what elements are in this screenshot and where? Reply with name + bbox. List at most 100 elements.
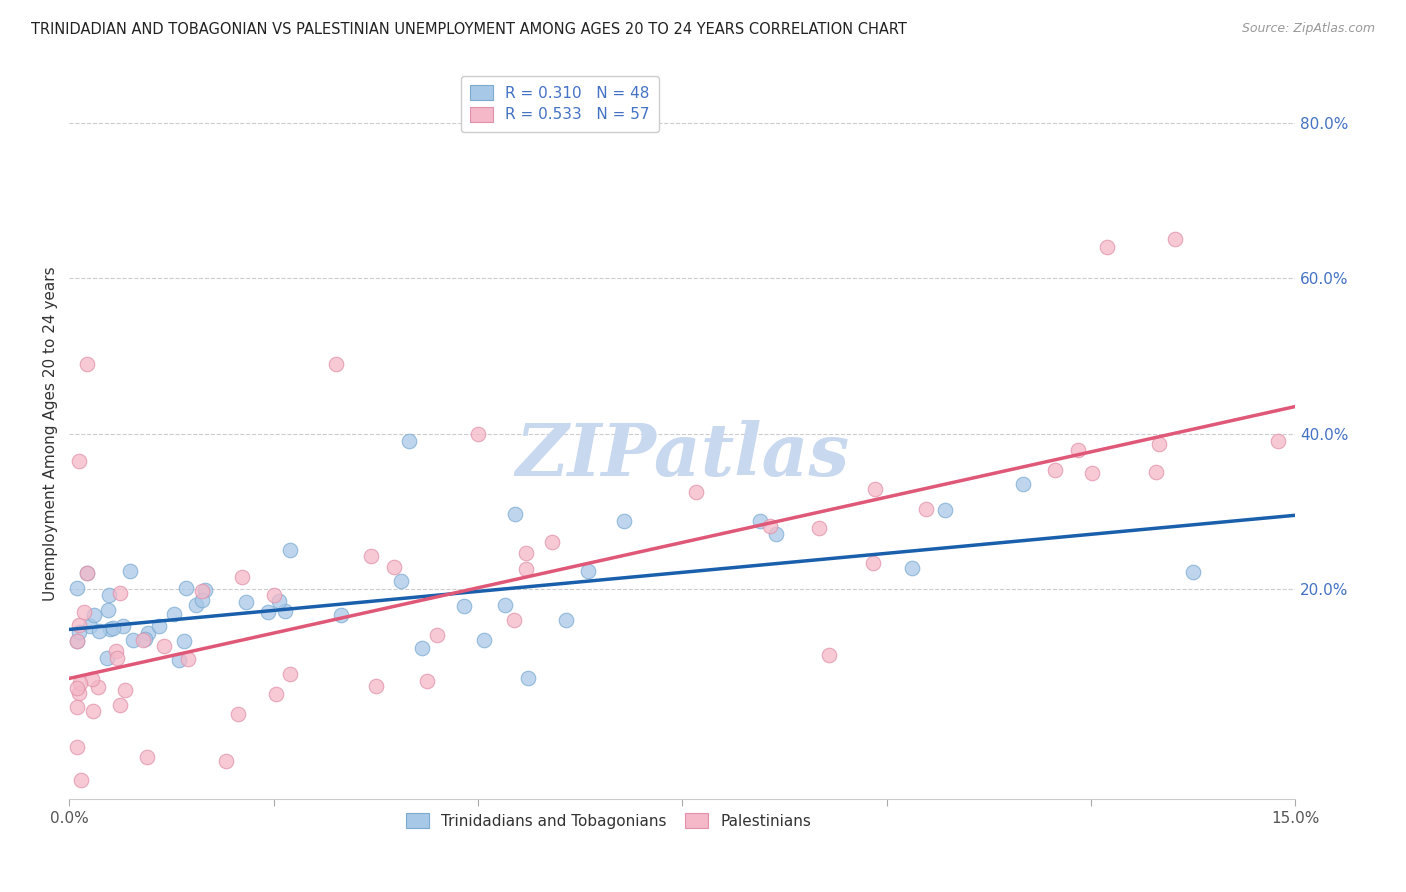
Point — [554, 613, 576, 627]
Point — [366, 679, 388, 693]
Point — [215, 754, 238, 768]
Point — [1043, 463, 1066, 477]
Point — [807, 521, 830, 535]
Point — [162, 607, 184, 621]
Point — [111, 619, 134, 633]
Point — [110, 698, 132, 713]
Point — [153, 640, 176, 654]
Point — [263, 588, 285, 602]
Point — [148, 619, 170, 633]
Point — [1267, 434, 1289, 449]
Legend: Trinidadians and Tobagonians, Palestinians: Trinidadians and Tobagonians, Palestinia… — [401, 807, 817, 835]
Point — [66, 634, 89, 648]
Point — [76, 566, 98, 580]
Point — [167, 653, 190, 667]
Point — [503, 507, 526, 521]
Point — [191, 592, 214, 607]
Point — [174, 582, 197, 596]
Y-axis label: Unemployment Among Ages 20 to 24 years: Unemployment Among Ages 20 to 24 years — [44, 267, 58, 601]
Point — [97, 603, 120, 617]
Point — [67, 685, 90, 699]
Point — [98, 588, 121, 602]
Point — [914, 502, 936, 516]
Point — [96, 651, 118, 665]
Point — [818, 648, 841, 663]
Point — [76, 566, 98, 580]
Point — [134, 632, 156, 646]
Point — [517, 671, 540, 685]
Point — [934, 502, 956, 516]
Point — [66, 739, 89, 754]
Point — [173, 633, 195, 648]
Point — [190, 584, 212, 599]
Point — [231, 570, 253, 584]
Point — [82, 704, 104, 718]
Point — [416, 673, 439, 688]
Text: ZIPatlas: ZIPatlas — [515, 420, 849, 491]
Point — [69, 676, 91, 690]
Point — [122, 632, 145, 647]
Point — [901, 561, 924, 575]
Point — [862, 556, 884, 570]
Point — [1080, 466, 1102, 480]
Point — [105, 650, 128, 665]
Point — [138, 625, 160, 640]
Point — [101, 621, 124, 635]
Point — [613, 514, 636, 528]
Point — [278, 543, 301, 558]
Point — [79, 618, 101, 632]
Point — [382, 559, 405, 574]
Point — [758, 518, 780, 533]
Point — [108, 586, 131, 600]
Point — [67, 624, 90, 639]
Point — [186, 599, 208, 613]
Point — [104, 643, 127, 657]
Text: Source: ZipAtlas.com: Source: ZipAtlas.com — [1241, 22, 1375, 36]
Point — [325, 357, 347, 371]
Point — [269, 594, 291, 608]
Point — [494, 599, 516, 613]
Point — [411, 640, 433, 655]
Point — [66, 634, 89, 648]
Point — [541, 535, 564, 549]
Point — [360, 549, 382, 563]
Point — [98, 622, 121, 636]
Point — [274, 604, 297, 618]
Point — [235, 595, 257, 609]
Point — [194, 582, 217, 597]
Point — [515, 546, 537, 560]
Point — [83, 608, 105, 623]
Point — [398, 434, 420, 449]
Point — [685, 484, 707, 499]
Point — [1147, 437, 1170, 451]
Point — [69, 773, 91, 788]
Point — [1095, 240, 1118, 254]
Point — [80, 673, 103, 687]
Point — [1144, 465, 1167, 479]
Point — [67, 618, 90, 632]
Point — [87, 624, 110, 638]
Point — [256, 605, 278, 619]
Point — [76, 357, 98, 371]
Point — [66, 681, 89, 695]
Point — [502, 613, 524, 627]
Point — [1181, 565, 1204, 579]
Point — [467, 426, 489, 441]
Point — [278, 666, 301, 681]
Point — [426, 628, 449, 642]
Point — [66, 700, 89, 714]
Point — [1067, 443, 1090, 458]
Point — [748, 514, 770, 528]
Point — [66, 581, 89, 595]
Point — [73, 606, 96, 620]
Point — [114, 683, 136, 698]
Point — [177, 652, 200, 666]
Point — [515, 562, 537, 576]
Point — [226, 706, 249, 721]
Point — [87, 681, 110, 695]
Point — [136, 749, 159, 764]
Point — [266, 687, 288, 701]
Point — [1011, 477, 1033, 491]
Point — [1163, 232, 1185, 246]
Point — [863, 482, 886, 496]
